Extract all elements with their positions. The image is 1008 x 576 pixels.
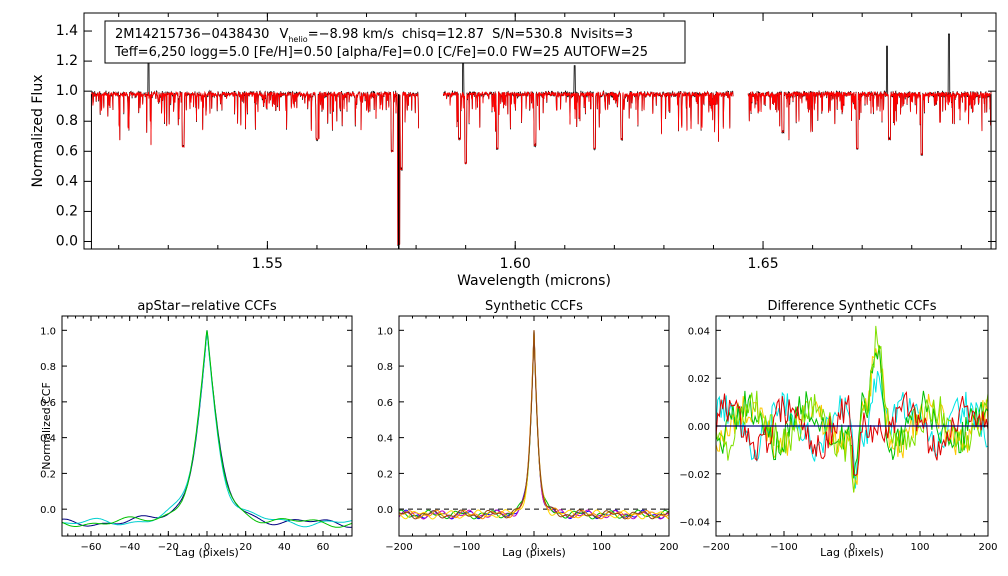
info-box xyxy=(104,20,686,64)
x-tick-label: 200 xyxy=(659,542,678,553)
info-line-2: Teff=6,250 logg=5.0 [Fe/H]=0.50 [alpha/F… xyxy=(114,45,648,60)
x-tick-label: 1.55 xyxy=(252,256,283,272)
x-tick-label: 0 xyxy=(849,542,855,553)
x-tick-label: −20 xyxy=(158,542,179,553)
y-tick-label: 0.6 xyxy=(377,398,393,409)
spectrum-observed-line xyxy=(91,48,419,247)
spectrum-model-line xyxy=(442,90,734,164)
x-tick-label: −200 xyxy=(385,542,412,553)
spectrum-ylabel: Normalized Flux xyxy=(30,75,46,188)
ccf-series-5 xyxy=(398,330,670,520)
spectrum-frame xyxy=(83,12,997,250)
x-tick-label: −100 xyxy=(453,542,480,553)
apstar-ccf-ylabel: Normalized CCF xyxy=(40,382,53,470)
x-tick-label: 60 xyxy=(317,542,330,553)
synthetic-ccf-panel: −200 −100 0 100 200 0.0 0.2 0.4 0.6 0.8 1.0 Synthe… xyxy=(377,299,678,559)
diff-series-4 xyxy=(715,325,989,493)
apstar-ccf-frame xyxy=(61,315,353,537)
apstar-ccf-title: apStar−relative CCFs xyxy=(137,299,277,314)
y-tick-label: 0.0 xyxy=(40,505,56,516)
y-tick-label: 1.4 xyxy=(56,23,78,39)
y-tick-label: 0.2 xyxy=(56,203,78,219)
diff-series-5 xyxy=(715,391,989,477)
ccf-series-4 xyxy=(398,330,670,520)
synthetic-ccf-ticks: −200 −100 0 100 200 0.0 0.2 0.4 0.6 0.8 1.0 xyxy=(377,316,679,553)
y-tick-label: 0.0 xyxy=(56,233,78,249)
synthetic-ccf-xlabel: Lag (pixels) xyxy=(502,546,566,559)
x-tick-label: 0 xyxy=(204,542,210,553)
y-tick-label: 0.04 xyxy=(688,326,710,337)
x-tick-label: −40 xyxy=(119,542,140,553)
info-line-1: 2M14215736−0438430 Vhelio=−8.98 km/s chisq… xyxy=(115,27,633,44)
apstar-ccf-ticks: −60 −40 −20 0 20 40 60 0.0 0.2 0.4 0.6 0.8 1.0 xyxy=(40,316,352,553)
y-tick-label: 1.0 xyxy=(377,326,393,337)
y-tick-label: 0.4 xyxy=(377,434,393,445)
y-tick-label: 0.00 xyxy=(688,422,710,433)
ccf-series-1 xyxy=(398,330,670,520)
y-tick-label: 1.0 xyxy=(56,83,78,99)
y-tick-label: 1.0 xyxy=(40,326,56,337)
diff-ccf-ticks: −200 −100 0 100 200 −0.04 −0.02 0.00 0.02 0.04 xyxy=(679,316,998,553)
diff-ccf-xlabel: Lag (pixels) xyxy=(820,546,884,559)
x-tick-label: 1.65 xyxy=(747,256,778,272)
x-tick-label: 20 xyxy=(239,542,252,553)
y-tick-label: 0.8 xyxy=(40,362,56,373)
spectrum-model-line xyxy=(91,90,419,245)
ccf-series-2 xyxy=(61,330,353,528)
y-tick-label: 1.2 xyxy=(56,53,78,69)
spectrum-plot-area xyxy=(90,33,992,249)
vhelio-value: =−8.98 km/s xyxy=(308,27,394,42)
y-tick-label: −0.04 xyxy=(679,518,710,529)
x-tick-label: −60 xyxy=(80,542,101,553)
chisq-value: chisq=12.87 xyxy=(402,27,484,42)
vhelio-subscript: helio xyxy=(288,35,307,44)
ccf-series-1 xyxy=(61,330,353,528)
y-tick-label: 0.6 xyxy=(56,143,78,159)
y-tick-label: 0.02 xyxy=(688,374,710,385)
y-tick-label: −0.02 xyxy=(679,470,710,481)
sn-value: S/N=530.8 xyxy=(492,27,562,42)
synthetic-ccf-title: Synthetic CCFs xyxy=(485,299,583,314)
x-tick-label: 200 xyxy=(978,542,997,553)
y-tick-label: 0.8 xyxy=(56,113,78,129)
spectrum-observed-line xyxy=(442,57,734,165)
x-tick-label: 100 xyxy=(910,542,929,553)
y-tick-label: 0.2 xyxy=(40,469,56,480)
x-tick-label: 100 xyxy=(592,542,611,553)
spectrum-xlabel: Wavelength (microns) xyxy=(457,273,611,289)
y-tick-label: 0.4 xyxy=(56,173,78,189)
y-tick-label: 0.4 xyxy=(40,434,56,445)
diff-series-2 xyxy=(715,344,989,493)
synthetic-ccf-frame xyxy=(398,315,670,537)
diff-series-1 xyxy=(715,371,989,489)
ccf-series-2 xyxy=(398,330,670,520)
y-tick-label: 0.6 xyxy=(40,398,56,409)
apstar-ccf-plot-area xyxy=(61,330,353,528)
x-tick-label: 0 xyxy=(531,542,537,553)
y-tick-label: 0.2 xyxy=(377,469,393,480)
diff-ccf-panel: −200 −100 0 100 200 −0.04 −0.02 0.00 0.02 0.04 Di… xyxy=(679,299,997,559)
apstar-ccf-xlabel: Lag (pixels) xyxy=(175,546,239,559)
x-tick-label: 1.60 xyxy=(500,256,531,272)
diff-ccf-title: Difference Synthetic CCFs xyxy=(767,299,936,314)
ccf-series-3 xyxy=(398,330,670,520)
apstar-ccf-panel: −60 −40 −20 0 20 40 60 0.0 0.2 0.4 0.6 0.8 1.0 apSta… xyxy=(40,299,353,559)
synthetic-ccf-plot-area xyxy=(398,330,670,520)
ccf-series-3 xyxy=(61,330,353,528)
y-tick-label: 0.0 xyxy=(377,505,393,516)
spectrum-panel: 1.55 1.60 1.65 0.0 0.2 0.4 0.6 0.8 1.0 1.2 1.4 Wav… xyxy=(30,12,997,289)
x-tick-label: 40 xyxy=(278,542,291,553)
diff-ccf-plot-area xyxy=(715,325,989,493)
vhelio-label: V xyxy=(279,27,288,42)
x-tick-label: −100 xyxy=(770,542,797,553)
y-tick-label: 0.8 xyxy=(377,362,393,373)
spectrum-model-line xyxy=(747,90,992,155)
ccf-series-6 xyxy=(398,330,670,520)
spectrum-ticks: 1.55 1.60 1.65 0.0 0.2 0.4 0.6 0.8 1.0 1.2 1.4 xyxy=(56,13,996,272)
nvisits-value: Nvisits=3 xyxy=(571,27,633,42)
star-id: 2M14215736−0438430 xyxy=(115,27,269,42)
x-tick-label: −200 xyxy=(702,542,729,553)
